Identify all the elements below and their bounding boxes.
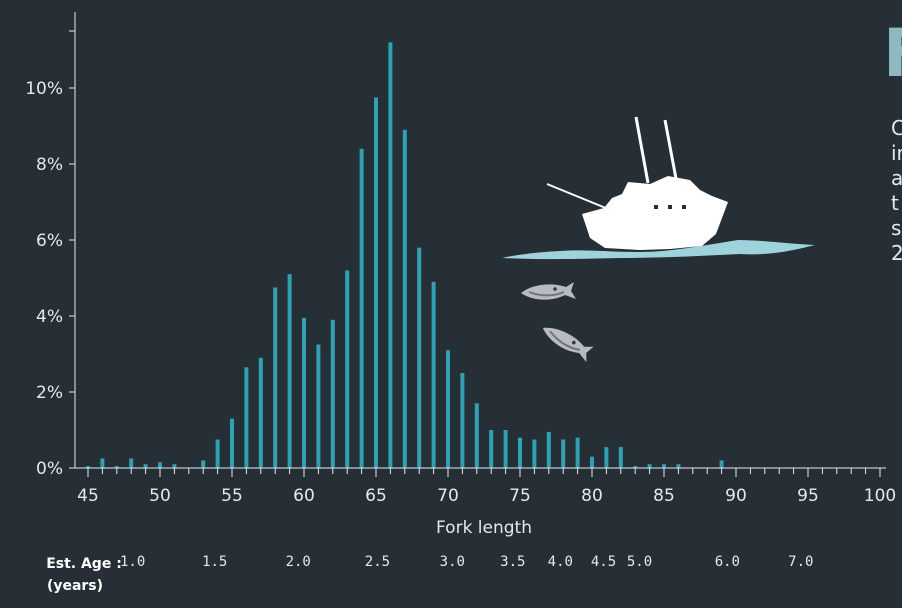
- x-tick-label: 80: [581, 486, 603, 506]
- bar: [129, 458, 134, 468]
- bar: [417, 247, 422, 468]
- bar: [561, 439, 566, 468]
- bar: [172, 464, 177, 468]
- bar: [230, 418, 234, 468]
- age-scale-unit: (years): [47, 578, 103, 594]
- bar: [604, 447, 609, 468]
- bar-series: [86, 42, 724, 469]
- age-label: 5.0: [627, 554, 652, 570]
- bar: [719, 460, 724, 468]
- bar: [345, 270, 350, 468]
- age-label: 1.0: [120, 554, 145, 570]
- age-label: 2.0: [286, 554, 311, 570]
- age-label: 6.0: [715, 554, 740, 570]
- bar: [431, 281, 436, 468]
- x-tick-label: 85: [653, 486, 675, 506]
- bar: [100, 458, 105, 468]
- bar: [575, 437, 580, 468]
- x-tick-label: 55: [221, 486, 243, 506]
- bar: [489, 430, 494, 468]
- x-axis-title: Fork length: [436, 518, 532, 538]
- x-tick-label: 60: [293, 486, 315, 506]
- bar: [374, 97, 378, 468]
- y-tick-label: 6%: [36, 231, 63, 251]
- bar: [676, 464, 681, 468]
- age-label: 4.0: [548, 554, 573, 570]
- x-tick-label: 45: [77, 486, 99, 506]
- side-panel-title: F: [883, 18, 902, 90]
- bar: [474, 403, 479, 468]
- bar: [359, 148, 364, 469]
- bar: [388, 42, 393, 469]
- bar: [662, 464, 666, 468]
- age-label: 1.5: [202, 554, 227, 570]
- bar: [316, 344, 321, 468]
- bar: [158, 462, 162, 468]
- y-axis-ticks: 0% 2% 4% 6% 8% 10%: [25, 30, 75, 479]
- y-tick-label: 0%: [36, 459, 63, 479]
- x-tick-label: 70: [437, 486, 459, 506]
- bar: [460, 373, 465, 468]
- bar: [590, 456, 594, 468]
- bar: [518, 437, 522, 468]
- side-panel-line: t: [891, 191, 899, 215]
- x-tick-label: 65: [365, 486, 387, 506]
- bar: [546, 431, 551, 468]
- x-tick-label: 75: [509, 486, 531, 506]
- bar: [287, 274, 292, 468]
- fishing-illustration: [502, 116, 815, 363]
- age-label: 2.5: [365, 554, 390, 570]
- bar: [532, 439, 537, 468]
- age-label: 3.0: [440, 554, 465, 570]
- side-panel-line: 2: [891, 241, 902, 265]
- tuna-fish-icon: [542, 327, 594, 363]
- tuna-fish-icon: [521, 282, 576, 300]
- age-scale: Est. Age : (years) 1.0 1.5 2.0 2.5 3.0 3.5 4.0…: [46, 554, 813, 594]
- side-panel-line: a: [891, 166, 902, 190]
- y-tick-label: 8%: [36, 155, 63, 175]
- bar: [503, 430, 508, 468]
- bar: [273, 287, 278, 468]
- x-tick-label: 50: [149, 486, 171, 506]
- y-tick-label: 4%: [36, 307, 63, 327]
- bar: [201, 460, 206, 468]
- bar: [330, 319, 335, 468]
- x-axis-ticks: 45 50 55 60 65 70 75 80 85 90 95 100: [77, 468, 896, 506]
- bar: [215, 439, 220, 468]
- bar: [258, 357, 263, 468]
- side-panel-line: C: [891, 116, 902, 140]
- bar: [618, 447, 623, 468]
- age-label: 3.5: [500, 554, 525, 570]
- bar: [86, 466, 90, 468]
- bar: [647, 464, 652, 468]
- side-panel-line: ir: [891, 141, 902, 165]
- ocean-wave-icon: [502, 240, 815, 260]
- x-tick-label: 100: [864, 486, 896, 506]
- bar: [114, 466, 119, 468]
- bar: [633, 466, 638, 468]
- bar: [143, 464, 148, 468]
- fishing-boat-icon: [546, 116, 728, 250]
- side-panel-line: s: [891, 216, 902, 240]
- y-tick-label: 2%: [36, 383, 63, 403]
- bar: [446, 350, 450, 468]
- age-label: 4.5: [591, 554, 616, 570]
- bar: [302, 317, 306, 468]
- bar: [244, 367, 249, 468]
- y-tick-label: 10%: [25, 79, 63, 99]
- age-label: 7.0: [788, 554, 813, 570]
- x-tick-label: 90: [725, 486, 747, 506]
- x-tick-label: 95: [797, 486, 819, 506]
- age-scale-title: Est. Age :: [46, 556, 122, 572]
- bar: [402, 129, 407, 469]
